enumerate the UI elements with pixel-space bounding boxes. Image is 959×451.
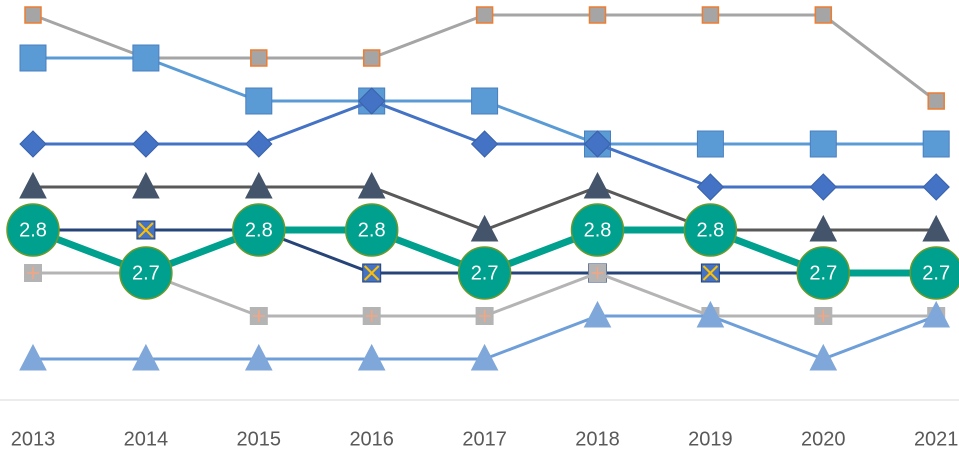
marker bbox=[701, 6, 720, 24]
marker bbox=[344, 203, 399, 257]
marker bbox=[809, 130, 837, 158]
marker-plus bbox=[252, 310, 265, 322]
marker bbox=[19, 171, 47, 199]
marker bbox=[909, 246, 959, 300]
marker bbox=[250, 49, 268, 67]
marker bbox=[244, 343, 273, 371]
data-label: 2.8 bbox=[696, 219, 724, 241]
marker bbox=[922, 173, 950, 201]
data-label: 2.8 bbox=[584, 219, 612, 241]
x-tick-label: 2018 bbox=[575, 428, 620, 450]
marker bbox=[245, 130, 273, 158]
marker bbox=[922, 214, 951, 242]
data-label: 2.8 bbox=[358, 219, 386, 241]
marker bbox=[132, 130, 160, 158]
marker bbox=[696, 173, 725, 201]
marker bbox=[19, 130, 47, 158]
marker bbox=[19, 44, 47, 72]
marker bbox=[6, 203, 60, 257]
data-label: 2.7 bbox=[471, 262, 499, 284]
marker bbox=[583, 171, 612, 199]
data-label: 2.8 bbox=[245, 219, 273, 241]
x-tick-label: 2020 bbox=[801, 428, 846, 450]
x-tick-label: 2013 bbox=[11, 428, 56, 450]
marker bbox=[796, 246, 851, 300]
marker bbox=[809, 173, 838, 201]
data-label: 2.8 bbox=[19, 219, 47, 241]
x-tick-label: 2014 bbox=[124, 428, 169, 450]
x-tick-label: 2015 bbox=[237, 428, 282, 450]
marker bbox=[809, 214, 838, 242]
marker-plus bbox=[365, 310, 378, 322]
marker bbox=[475, 6, 494, 24]
marker bbox=[470, 130, 499, 158]
marker bbox=[24, 6, 42, 24]
data-label: 2.7 bbox=[809, 262, 837, 284]
marker-plus bbox=[591, 267, 604, 279]
marker bbox=[922, 130, 950, 158]
marker bbox=[809, 343, 838, 371]
x-tick-label: 2021 bbox=[914, 428, 959, 450]
marker bbox=[357, 343, 386, 371]
marker bbox=[583, 130, 612, 158]
marker bbox=[588, 6, 607, 24]
marker-cross bbox=[138, 222, 154, 238]
x-tick-label: 2016 bbox=[349, 428, 394, 450]
marker bbox=[19, 343, 47, 371]
marker bbox=[927, 92, 945, 110]
x-tick-label: 2019 bbox=[688, 428, 733, 450]
x-tick-label: 2017 bbox=[462, 428, 507, 450]
marker bbox=[244, 171, 273, 199]
marker bbox=[357, 87, 386, 115]
data-label: 2.7 bbox=[922, 262, 950, 284]
marker bbox=[470, 214, 499, 242]
marker bbox=[471, 87, 499, 115]
marker bbox=[232, 203, 286, 257]
marker bbox=[470, 343, 499, 371]
marker-cross bbox=[363, 265, 380, 281]
marker bbox=[457, 246, 512, 300]
marker bbox=[696, 300, 725, 328]
marker bbox=[245, 87, 273, 115]
marker bbox=[570, 203, 625, 257]
marker bbox=[696, 130, 724, 158]
marker bbox=[357, 171, 386, 199]
marker bbox=[814, 6, 833, 24]
marker bbox=[683, 203, 738, 257]
marker bbox=[362, 49, 381, 67]
marker bbox=[132, 171, 160, 199]
marker-plus bbox=[27, 267, 39, 279]
marker bbox=[132, 343, 160, 371]
data-label: 2.7 bbox=[132, 262, 160, 284]
marker bbox=[583, 300, 612, 328]
marker bbox=[132, 44, 160, 72]
marker-plus bbox=[478, 310, 491, 322]
marker-cross bbox=[702, 265, 719, 281]
marker-plus bbox=[817, 310, 830, 322]
marker bbox=[119, 246, 173, 300]
marker bbox=[922, 300, 951, 328]
